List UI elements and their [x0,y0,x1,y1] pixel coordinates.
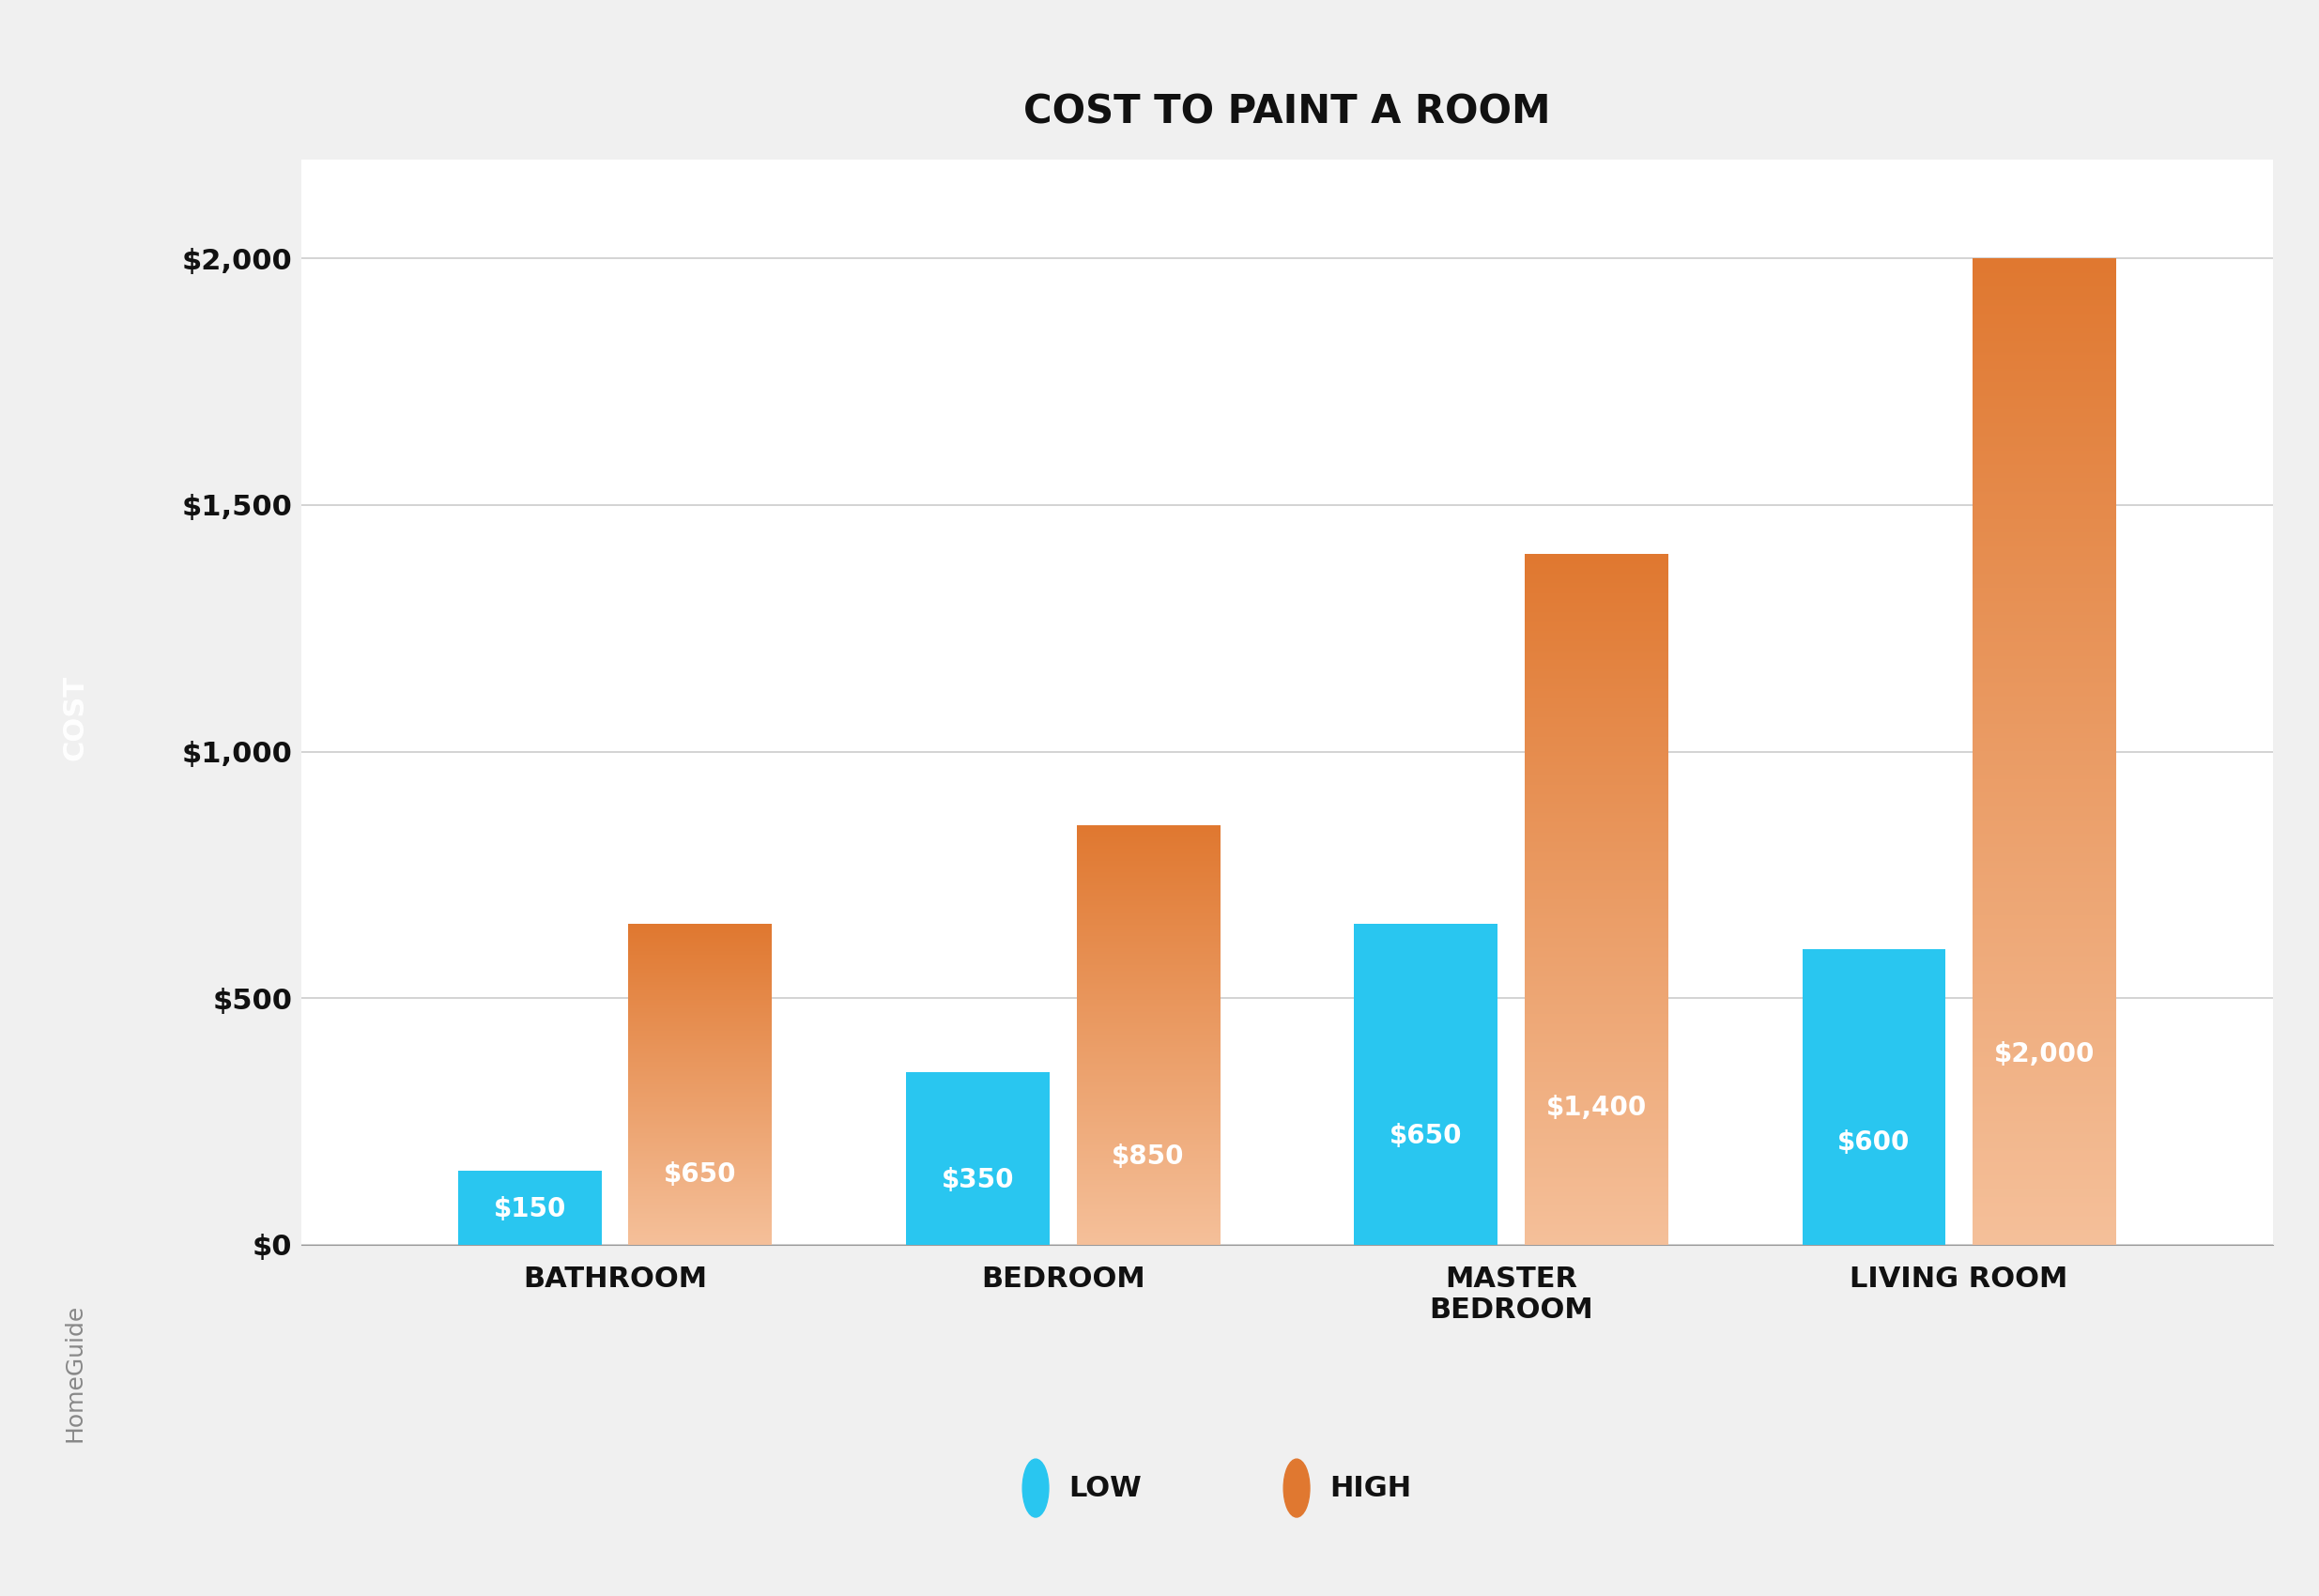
Title: COST TO PAINT A ROOM: COST TO PAINT A ROOM [1023,93,1551,131]
Text: HomeGuide: HomeGuide [63,1304,86,1441]
Ellipse shape [1023,1459,1048,1518]
Ellipse shape [1285,1459,1310,1518]
Bar [459,1171,601,1245]
Text: $2,000: $2,000 [1994,1041,2094,1068]
Text: $650: $650 [663,1160,737,1187]
Text: HIGH: HIGH [1329,1475,1410,1502]
Bar [1354,924,1498,1245]
Text: $150: $150 [494,1197,566,1223]
Text: $850: $850 [1111,1143,1185,1170]
Text: $1,400: $1,400 [1547,1095,1646,1120]
Text: $600: $600 [1837,1130,1911,1156]
Bar [907,1073,1051,1245]
Text: $650: $650 [1389,1122,1463,1149]
Bar [1802,950,1946,1245]
Text: COST: COST [60,675,88,761]
Text: $350: $350 [942,1167,1013,1194]
Text: LOW: LOW [1069,1475,1141,1502]
